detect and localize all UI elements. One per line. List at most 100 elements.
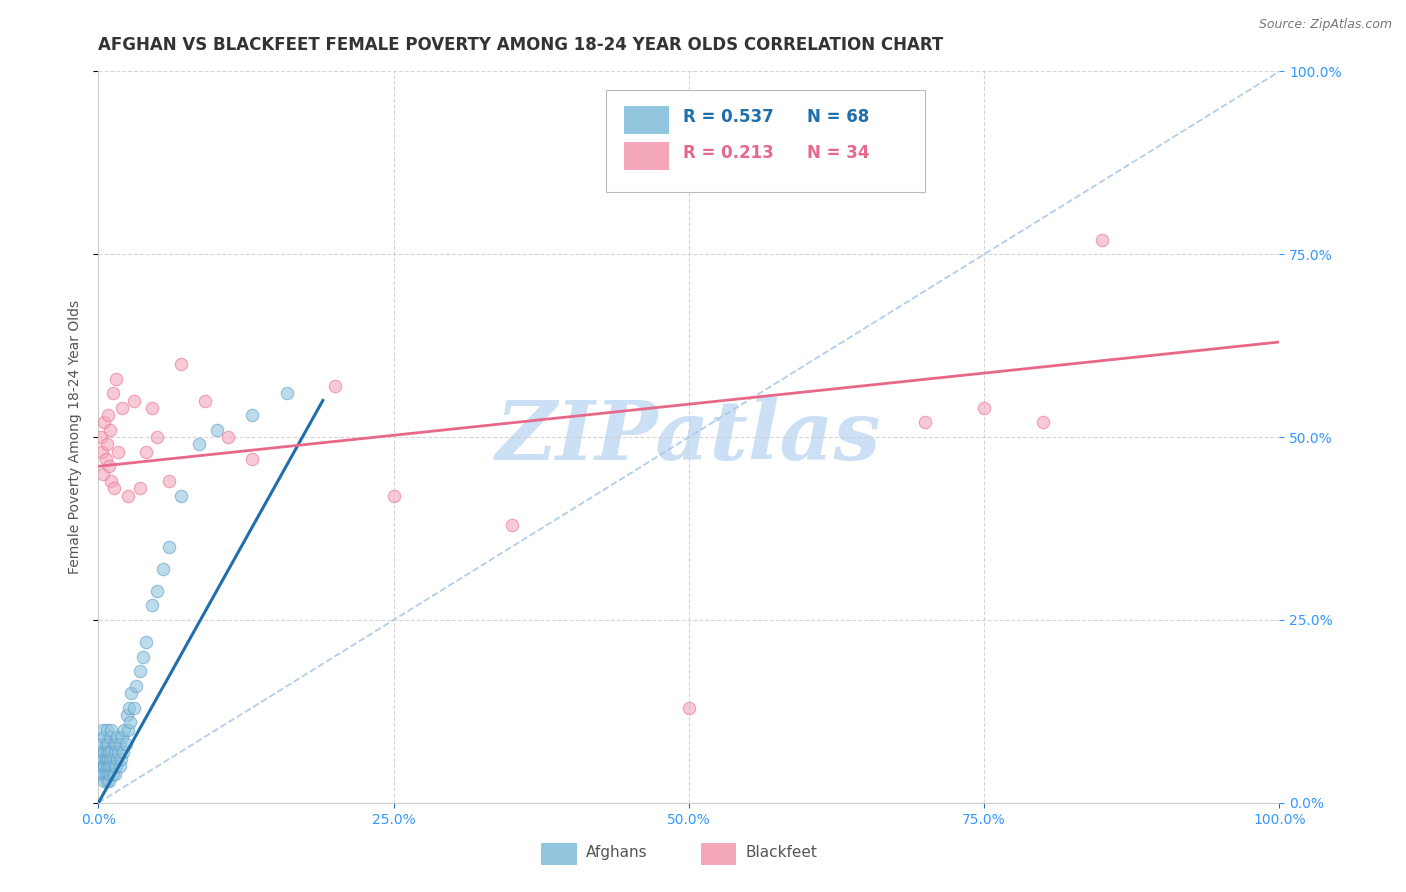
Point [98, 773, 121, 788]
Point [96, 745, 118, 759]
Point [105, 752, 128, 766]
Point [276, 386, 298, 401]
Point [187, 437, 209, 451]
Point [91, 752, 114, 766]
Point [103, 481, 125, 495]
Point [108, 737, 131, 751]
Point [157, 474, 180, 488]
Point [97, 408, 120, 422]
Point [96, 723, 118, 737]
Point [94, 752, 117, 766]
Point [94, 452, 117, 467]
Point [108, 759, 131, 773]
Text: AFGHAN VS BLACKFEET FEMALE POVERTY AMONG 18-24 YEAR OLDS CORRELATION CHART: AFGHAN VS BLACKFEET FEMALE POVERTY AMONG… [98, 36, 943, 54]
Point [98, 745, 121, 759]
Point [678, 700, 700, 714]
Point [104, 745, 127, 759]
Point [93, 416, 115, 430]
Point [98, 766, 121, 780]
Point [103, 737, 125, 751]
Point [93, 773, 115, 788]
Point [105, 759, 128, 773]
Text: Source: ZipAtlas.com: Source: ZipAtlas.com [1258, 18, 1392, 31]
Point [96, 773, 118, 788]
Point [132, 649, 155, 664]
Point [97, 752, 120, 766]
Point [110, 752, 132, 766]
Point [117, 723, 139, 737]
Point [125, 679, 148, 693]
Point [240, 408, 263, 422]
Point [97, 737, 120, 751]
Point [194, 393, 217, 408]
Point [98, 752, 121, 766]
Point [111, 401, 134, 415]
Point [152, 562, 174, 576]
Point [98, 423, 121, 437]
Point [105, 737, 128, 751]
Point [128, 481, 150, 495]
Point [91, 745, 114, 759]
Point [1032, 416, 1054, 430]
Point [98, 459, 121, 474]
Point [100, 723, 122, 737]
Point [146, 583, 169, 598]
Point [112, 723, 135, 737]
Text: N = 68: N = 68 [807, 108, 869, 126]
Bar [624, 143, 669, 170]
Point [90, 752, 112, 766]
Point [501, 517, 523, 532]
Point [94, 737, 117, 751]
Point [91, 444, 114, 458]
Point [135, 444, 157, 458]
Bar [700, 843, 737, 865]
Bar [541, 843, 576, 865]
Point [205, 423, 228, 437]
Point [382, 489, 405, 503]
Bar [624, 106, 669, 134]
Point [93, 745, 115, 759]
Point [157, 540, 180, 554]
Point [111, 730, 134, 744]
Point [101, 386, 124, 401]
Point [1091, 233, 1114, 247]
Point [117, 489, 139, 503]
Point [112, 745, 135, 759]
Point [94, 766, 117, 780]
Point [91, 467, 114, 481]
Point [323, 379, 346, 393]
Point [146, 430, 169, 444]
Point [100, 474, 122, 488]
FancyBboxPatch shape [606, 90, 925, 192]
Point [170, 489, 193, 503]
Point [115, 708, 138, 723]
Point [100, 745, 122, 759]
Point [93, 759, 115, 773]
Point [217, 430, 239, 444]
Point [122, 700, 145, 714]
Point [98, 759, 121, 773]
Point [103, 759, 125, 773]
Point [98, 730, 121, 744]
Text: Blackfeet: Blackfeet [745, 845, 817, 860]
Point [973, 401, 995, 415]
Y-axis label: Female Poverty Among 18-24 Year Olds: Female Poverty Among 18-24 Year Olds [69, 300, 83, 574]
Text: R = 0.213: R = 0.213 [683, 145, 773, 162]
Point [141, 599, 163, 613]
Point [121, 686, 143, 700]
Point [105, 371, 128, 385]
Text: ZIPatlas: ZIPatlas [496, 397, 882, 477]
Text: R = 0.537: R = 0.537 [683, 108, 773, 126]
Point [90, 430, 112, 444]
Point [240, 452, 263, 467]
Point [97, 766, 120, 780]
Point [93, 730, 115, 744]
Point [114, 737, 136, 751]
Point [91, 723, 114, 737]
Point [91, 766, 114, 780]
Point [91, 759, 114, 773]
Text: N = 34: N = 34 [807, 145, 869, 162]
Point [105, 730, 128, 744]
Point [100, 759, 122, 773]
Point [170, 357, 193, 371]
